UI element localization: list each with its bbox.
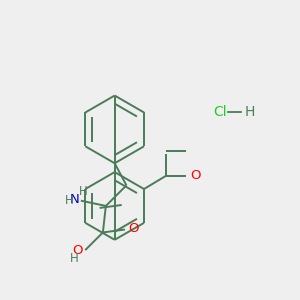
Text: H: H	[244, 105, 255, 119]
Text: O: O	[190, 169, 200, 182]
Text: H: H	[65, 194, 74, 207]
Text: O: O	[128, 222, 139, 236]
Text: O: O	[72, 244, 82, 257]
Text: H: H	[79, 185, 88, 198]
Text: N: N	[70, 193, 79, 206]
Text: Cl: Cl	[213, 105, 226, 119]
Text: H: H	[70, 252, 78, 265]
